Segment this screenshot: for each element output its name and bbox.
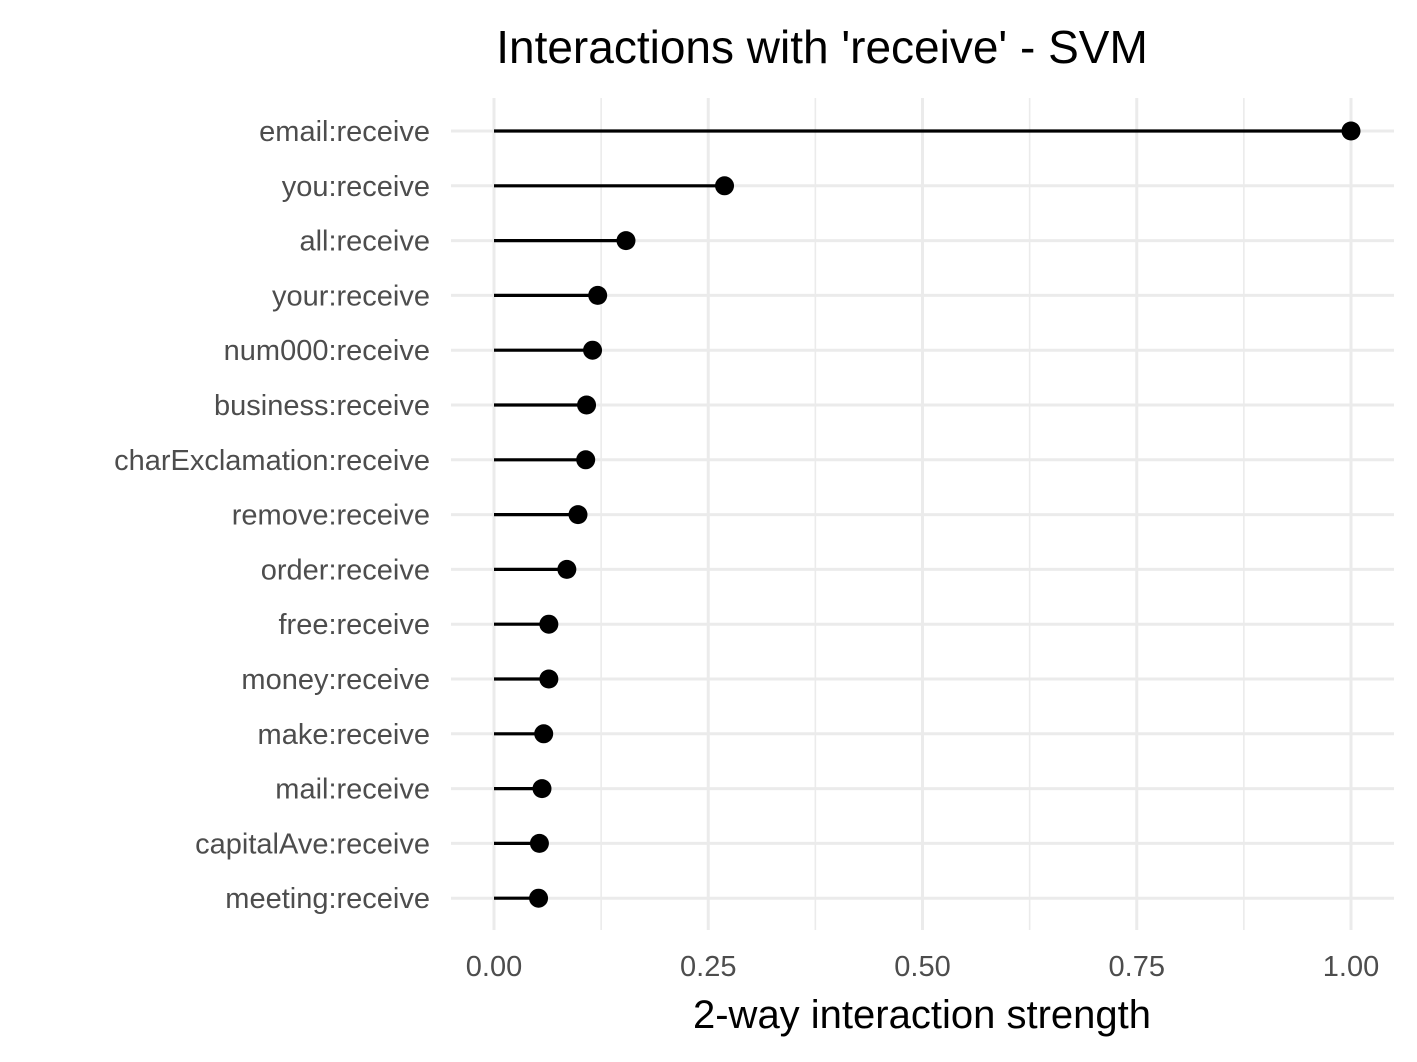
category-label: money:receive [241,664,430,696]
x-tick-label: 1.00 [1323,951,1379,983]
x-tick-label: 0.50 [894,951,950,983]
category-label: order:receive [261,554,430,586]
category-label: email:receive [259,116,430,148]
lollipop-marks [494,121,1361,908]
lollipop-point [557,559,577,579]
category-label: meeting:receive [225,883,430,915]
lollipop-point [568,505,588,525]
lollipop-point [577,395,597,415]
category-label: your:receive [272,280,430,312]
lollipop-point [583,340,603,360]
x-axis-title: 2-way interaction strength [693,993,1151,1037]
lollipop-point [529,888,549,908]
lollipop-point [588,285,608,305]
x-tick-label: 0.75 [1109,951,1165,983]
lollipop-point [529,833,549,853]
chart-title: Interactions with 'receive' - SVM [496,21,1148,73]
category-label: free:receive [278,609,430,641]
category-labels: email:receive you:receive all:receive your:… [114,116,430,915]
lollipop-point [534,724,554,744]
category-label: capitalAve:receive [195,828,430,860]
category-label: you:receive [282,171,430,203]
category-label: mail:receive [275,774,430,806]
category-label: num000:receive [224,335,430,367]
x-tick-labels: 0.00 0.25 0.50 0.75 1.00 [466,951,1379,983]
lollipop-point [576,450,596,470]
x-tick-label: 0.00 [466,951,522,983]
category-label: business:receive [214,390,430,422]
lollipop-point [539,669,559,689]
lollipop-point [715,176,735,196]
lollipop-point [616,231,636,251]
lollipop-point [532,779,552,799]
category-label: all:receive [299,226,430,258]
grid-lines [451,98,1394,930]
category-label: make:receive [258,719,430,751]
lollipop-point [539,614,559,634]
category-label: charExclamation:receive [114,445,430,477]
category-label: remove:receive [232,500,430,532]
lollipop-point [1341,121,1361,141]
x-tick-label: 0.25 [680,951,736,983]
